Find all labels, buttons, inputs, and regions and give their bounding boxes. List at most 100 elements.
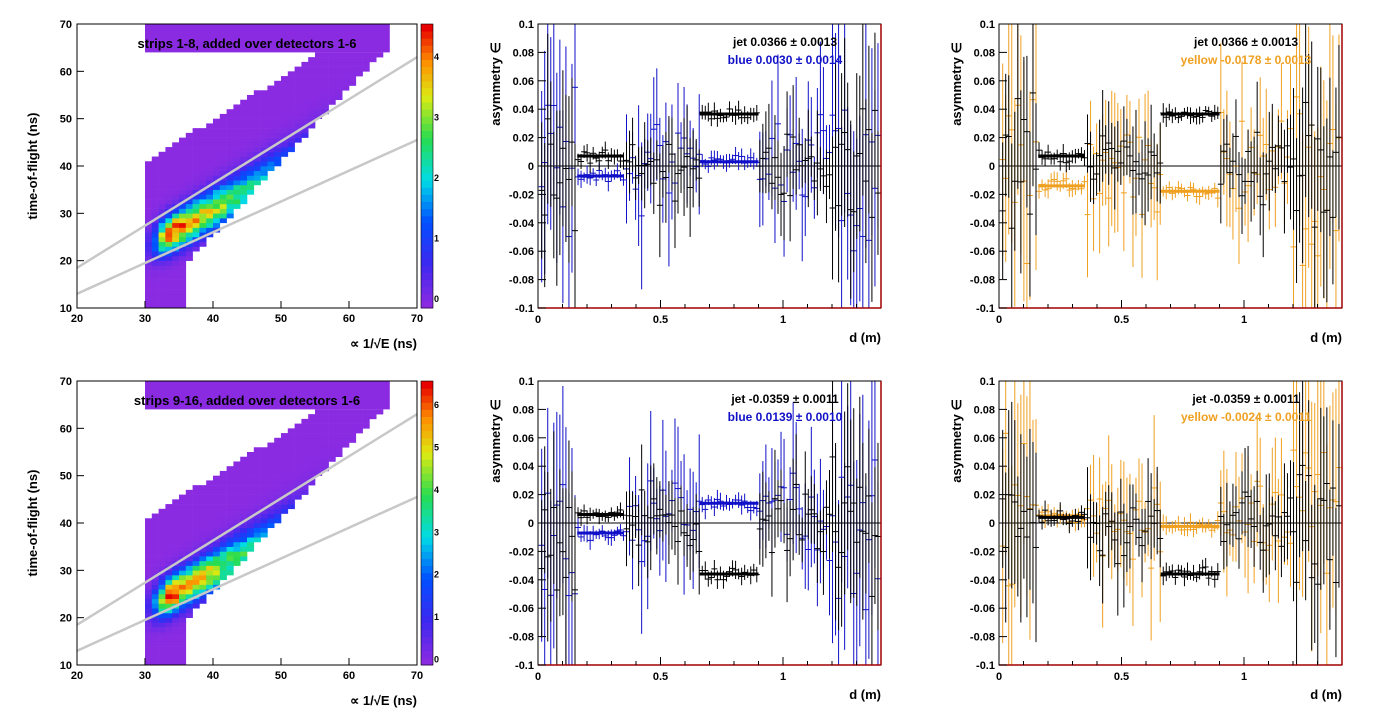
y-tick-label: 0.04 xyxy=(974,104,996,116)
heatmap-cell xyxy=(185,170,193,176)
heatmap-cell xyxy=(206,180,214,186)
heatmap-cell xyxy=(179,508,187,514)
heatmap-cell xyxy=(172,646,180,652)
heatmap-cell xyxy=(233,137,241,143)
heatmap-cell xyxy=(315,52,323,58)
heatmap-cell xyxy=(192,598,200,604)
heatmap-cell xyxy=(165,180,173,186)
heatmap-cell xyxy=(199,189,207,195)
heatmap-cell xyxy=(287,480,295,486)
heatmap-cell xyxy=(315,61,323,67)
heatmap-cell xyxy=(192,184,200,190)
heatmap-cell xyxy=(308,437,316,443)
heatmap-cell xyxy=(240,175,248,181)
heatmap-cell xyxy=(165,161,173,167)
heatmap-cell xyxy=(247,494,255,500)
heatmap-cell xyxy=(247,523,255,529)
heatmap-cell xyxy=(172,232,180,238)
y-tick-label: 70 xyxy=(60,376,72,388)
heatmap-cell xyxy=(253,452,261,458)
heatmap-cell xyxy=(192,132,200,138)
heatmap-cell xyxy=(260,527,268,533)
heatmap-cell xyxy=(145,255,153,261)
color-scale-step xyxy=(421,565,433,574)
heatmap-cell xyxy=(355,61,363,67)
heatmap-cell xyxy=(158,189,166,195)
color-scale-step xyxy=(421,258,433,266)
heatmap-cell xyxy=(321,95,329,101)
heatmap-cell xyxy=(206,132,214,138)
heatmap-cell xyxy=(151,241,159,247)
heatmap-cell xyxy=(233,556,241,562)
heatmap-cell xyxy=(247,475,255,481)
heatmap-cell xyxy=(158,579,166,585)
heatmap-cell xyxy=(213,161,221,167)
heatmap-cell xyxy=(335,52,343,58)
asymmetry-panel-4: 0 0.5 1-0.1-0.08-0.06-0.04-0.0200.020.040.… xyxy=(488,376,882,702)
heatmap-cell xyxy=(301,104,309,110)
heatmap-cell xyxy=(172,255,180,261)
heatmap-cell xyxy=(206,508,214,514)
heatmap-cell xyxy=(315,95,323,101)
heatmap-cell xyxy=(328,456,336,462)
heatmap-cell xyxy=(158,156,166,162)
heatmap-cell xyxy=(308,57,316,63)
heatmap-cell xyxy=(185,570,193,576)
heatmap-cell xyxy=(321,71,329,77)
heatmap-cell xyxy=(179,631,187,637)
y-tick-label: -0.02 xyxy=(509,546,534,558)
heatmap-cell xyxy=(226,213,234,219)
heatmap-cell xyxy=(213,504,221,510)
heatmap-cell xyxy=(185,612,193,618)
x-tick-label: 70 xyxy=(411,313,423,325)
heatmap-cell xyxy=(315,57,323,63)
heatmap-cell xyxy=(158,284,166,290)
heatmap-cell xyxy=(281,461,289,467)
heatmap-cell xyxy=(179,222,187,228)
heatmap-cell xyxy=(315,447,323,453)
heatmap-cell xyxy=(301,428,309,434)
heatmap-cell xyxy=(267,99,275,105)
x-tick-label: 0 xyxy=(535,671,541,683)
heatmap-cell xyxy=(151,180,159,186)
heatmap-cell xyxy=(151,641,159,647)
x-tick-label: 60 xyxy=(343,670,355,682)
heatmap-cell xyxy=(206,556,214,562)
heatmap-cell xyxy=(219,480,227,486)
heatmap-cell xyxy=(267,485,275,491)
heatmap-cell xyxy=(165,546,173,552)
heatmap-cell xyxy=(315,85,323,91)
heatmap-cell xyxy=(362,57,370,63)
heatmap-cell xyxy=(165,541,173,547)
heatmap-cell xyxy=(213,142,221,148)
color-scale-step xyxy=(421,459,433,467)
heatmap-cell xyxy=(165,608,173,614)
heatmap-cell xyxy=(315,466,323,472)
color-scale-tick-label: 3 xyxy=(434,113,439,123)
heatmap-cell xyxy=(315,433,323,439)
color-scale-tick-label: 1 xyxy=(434,233,439,243)
heatmap-cell xyxy=(151,237,159,243)
heatmap-cell xyxy=(172,527,180,533)
heatmap-cell xyxy=(342,423,350,429)
color-scale-step xyxy=(421,530,433,538)
heatmap-cell xyxy=(335,76,343,82)
x-tick-label: 0.5 xyxy=(1114,671,1129,683)
color-scale-step xyxy=(421,586,433,595)
heatmap-cell xyxy=(240,104,248,110)
heatmap-cell xyxy=(308,85,316,91)
heatmap-cell xyxy=(260,466,268,472)
heatmap-cell xyxy=(294,90,302,96)
heatmap-cell xyxy=(213,527,221,533)
heatmap-cell xyxy=(274,151,282,157)
color-scale-step xyxy=(421,31,433,39)
heatmap-cell xyxy=(294,99,302,105)
heatmap-cell xyxy=(199,565,207,571)
heatmap-cell xyxy=(240,466,248,472)
x-tick-label: 30 xyxy=(139,313,151,325)
x-axis-title: ∝ 1/√E (ns) xyxy=(350,693,417,708)
heatmap-cell xyxy=(165,156,173,162)
heatmap-cell xyxy=(145,260,153,266)
heatmap-cell xyxy=(165,293,173,299)
heatmap-cell xyxy=(287,85,295,91)
